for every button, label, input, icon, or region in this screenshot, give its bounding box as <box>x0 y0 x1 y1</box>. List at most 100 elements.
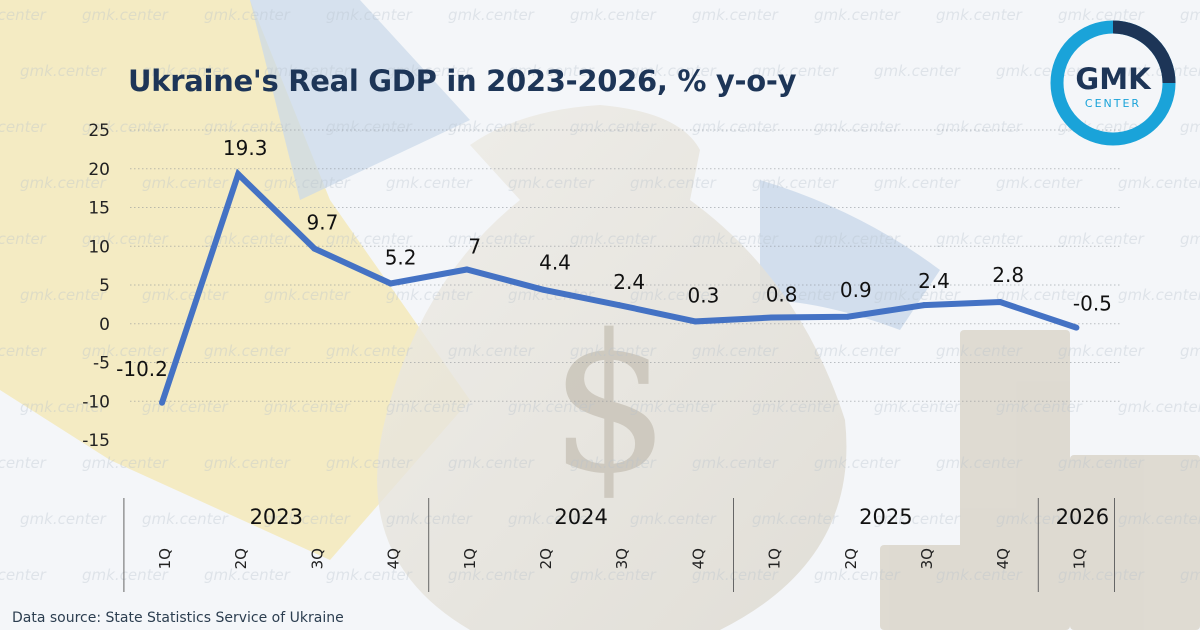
svg-text:gmk.center: gmk.center <box>20 286 107 304</box>
svg-text:gmk.center: gmk.center <box>1180 118 1200 136</box>
svg-text:gmk.center: gmk.center <box>204 230 291 248</box>
svg-text:gmk.center: gmk.center <box>874 510 961 528</box>
svg-text:gmk.center: gmk.center <box>874 62 961 80</box>
svg-text:gmk.center: gmk.center <box>692 230 779 248</box>
svg-text:gmk.center: gmk.center <box>570 454 657 472</box>
svg-text:gmk.center: gmk.center <box>874 174 961 192</box>
svg-text:gmk.center: gmk.center <box>630 62 717 80</box>
svg-text:gmk.center: gmk.center <box>20 510 107 528</box>
data-label: 5.2 <box>385 245 417 269</box>
data-point <box>997 299 1004 306</box>
svg-text:gmk.center: gmk.center <box>936 342 1023 360</box>
svg-text:gmk.center: gmk.center <box>204 454 291 472</box>
svg-text:gmk.center: gmk.center <box>692 566 779 584</box>
svg-text:gmk.center: gmk.center <box>630 286 717 304</box>
svg-text:gmk.center: gmk.center <box>752 510 839 528</box>
svg-text:gmk.center: gmk.center <box>752 286 839 304</box>
gmk-center-logo: GMK CENTER <box>1050 20 1176 146</box>
svg-text:gmk.center: gmk.center <box>630 510 717 528</box>
svg-text:gmk.center: gmk.center <box>204 6 291 24</box>
y-axis-labels: 25 20 15 10 5 0 -5 -10 -15 <box>82 121 110 451</box>
svg-text:gmk.center: gmk.center <box>508 286 595 304</box>
svg-text:gmk.center: gmk.center <box>1180 230 1200 248</box>
svg-text:gmk.center: gmk.center <box>264 510 351 528</box>
svg-text:gmk.center: gmk.center <box>386 62 473 80</box>
x-tick-label: 1Q <box>1070 548 1088 569</box>
svg-text:gmk.center: gmk.center <box>814 6 901 24</box>
x-tick-label: 3Q <box>918 548 936 569</box>
data-point <box>616 302 623 309</box>
svg-text:gmk.center: gmk.center <box>386 510 473 528</box>
year-group-label: 2024 <box>554 505 607 529</box>
y-tick-label: -10 <box>82 392 110 412</box>
data-label: 7 <box>468 235 481 259</box>
svg-text:gmk.center: gmk.center <box>570 342 657 360</box>
svg-text:gmk.center: gmk.center <box>508 62 595 80</box>
x-tick-label: 3Q <box>308 548 326 569</box>
data-point <box>921 302 927 309</box>
svg-text:gmk.center: gmk.center <box>814 118 901 136</box>
x-tick-label: 2Q <box>537 548 555 569</box>
coin-stacks <box>880 330 1200 630</box>
data-point <box>1073 324 1080 331</box>
svg-text:gmk.center: gmk.center <box>1058 342 1145 360</box>
svg-text:gmk.center: gmk.center <box>570 230 657 248</box>
y-tick-label: 5 <box>99 276 110 296</box>
data-label: 0.8 <box>766 283 798 307</box>
y-tick-label: 0 <box>99 315 110 335</box>
svg-text:gmk.center: gmk.center <box>0 342 47 360</box>
svg-text:gmk.center: gmk.center <box>326 118 413 136</box>
svg-text:gmk.center: gmk.center <box>20 174 107 192</box>
svg-text:gmk.center: gmk.center <box>1180 566 1200 584</box>
x-tick-label: 1Q <box>766 548 784 569</box>
flag-yellow-shape <box>0 0 470 560</box>
svg-text:gmk.center: gmk.center <box>1180 454 1200 472</box>
svg-text:gmk.center: gmk.center <box>0 230 47 248</box>
x-tick-label: 4Q <box>689 548 707 569</box>
money-bag-shape <box>377 105 847 630</box>
svg-text:gmk.center: gmk.center <box>142 62 229 80</box>
svg-text:gmk.center: gmk.center <box>508 510 595 528</box>
svg-text:gmk.center: gmk.center <box>936 230 1023 248</box>
svg-text:gmk.center: gmk.center <box>326 230 413 248</box>
svg-text:gmk.center: gmk.center <box>264 174 351 192</box>
data-labels: -10.2 19.3 9.7 5.2 7 4.4 2.4 0.3 0.8 0.9 2.4 2.8 -0.… <box>116 136 1112 381</box>
gridlines <box>130 129 1120 402</box>
svg-text:gmk.center: gmk.center <box>448 342 535 360</box>
data-point <box>235 171 242 178</box>
x-tick-label: 2Q <box>232 548 250 569</box>
data-label: 19.3 <box>223 136 268 160</box>
series-layer <box>159 168 1080 406</box>
svg-text:gmk.center: gmk.center <box>752 62 839 80</box>
data-label: 4.4 <box>539 251 571 275</box>
data-point <box>463 266 470 273</box>
svg-text:gmk.center: gmk.center <box>142 286 229 304</box>
svg-text:gmk.center: gmk.center <box>1118 62 1200 80</box>
svg-text:gmk.center: gmk.center <box>752 174 839 192</box>
svg-text:gmk.center: gmk.center <box>936 566 1023 584</box>
svg-text:gmk.center: gmk.center <box>82 342 169 360</box>
x-tick-label: 4Q <box>385 548 403 569</box>
svg-text:gmk.center: gmk.center <box>0 454 47 472</box>
svg-text:gmk.center: gmk.center <box>1118 510 1200 528</box>
svg-text:gmk.center: gmk.center <box>82 118 169 136</box>
data-label: 2.8 <box>992 263 1024 287</box>
svg-text:gmk.center: gmk.center <box>386 286 473 304</box>
svg-text:gmk.center: gmk.center <box>630 398 717 416</box>
chart-title: Ukraine's Real GDP in 2023-2026, % y-o-y <box>128 64 797 98</box>
data-point <box>844 313 851 320</box>
svg-text:gmk.center: gmk.center <box>142 174 229 192</box>
data-source-note: Data source: State Statistics Service of… <box>12 610 344 626</box>
data-label: 0.9 <box>840 278 872 302</box>
watermark-layer: gmk.center gmk.center gmk.center gmk.center… <box>0 6 1200 584</box>
data-label: 2.4 <box>613 270 645 294</box>
logo-subtext: CENTER <box>1085 97 1141 110</box>
svg-text:gmk.center: gmk.center <box>386 398 473 416</box>
svg-text:gmk.center: gmk.center <box>814 230 901 248</box>
svg-text:gmk.center: gmk.center <box>814 342 901 360</box>
svg-text:gmk.center: gmk.center <box>82 454 169 472</box>
svg-text:gmk.center: gmk.center <box>204 118 291 136</box>
svg-text:gmk.center: gmk.center <box>448 566 535 584</box>
svg-text:gmk.center: gmk.center <box>936 118 1023 136</box>
